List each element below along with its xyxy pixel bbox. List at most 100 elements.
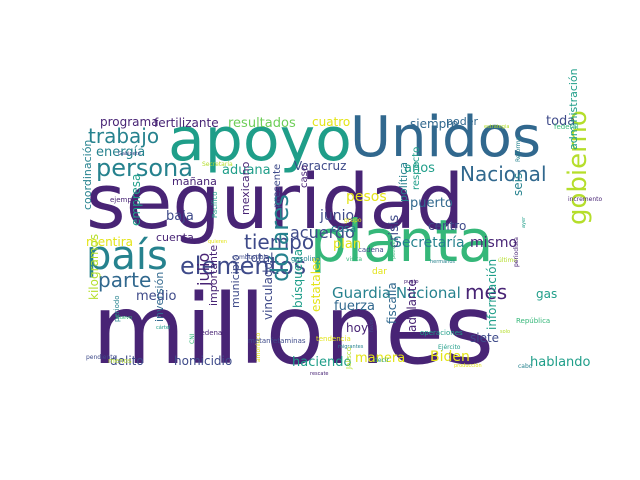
word-tiempo: tiempo (244, 230, 315, 254)
word-informacion: información (485, 258, 499, 330)
word-cuenta: cuenta (156, 231, 194, 244)
word-produccion: producción (454, 363, 482, 369)
word-favor: favor (369, 319, 375, 332)
word-dar: dar (372, 267, 387, 277)
word-metanfetaminas: metanfetaminas (248, 337, 306, 345)
word-gas: gas (536, 287, 558, 301)
word-homicidio: homicidio (174, 354, 233, 368)
word-caso: caso (299, 165, 310, 188)
word-mes: mes (465, 280, 508, 304)
word-ultimo: último (498, 257, 518, 264)
word-pendiente: pendiente (86, 354, 117, 361)
word-solo: solo (500, 329, 511, 335)
word-energia: energía (96, 145, 146, 160)
word-junio: junio (320, 208, 355, 224)
word-periodista: periodista (513, 237, 520, 267)
word-cosa: cosa (331, 222, 357, 235)
word-anos: años (404, 161, 435, 176)
word-resultados: resultados (228, 116, 296, 131)
word-trabajo: trabajo (88, 124, 160, 148)
word-cni: CNI (189, 333, 196, 344)
word-ejemplo: ejemplo (110, 196, 139, 204)
word-centro: centro (428, 219, 467, 233)
word-ejercito: Ejército (438, 344, 461, 351)
word-mexicano: mexicano (239, 161, 252, 215)
word-mentira: mentira (86, 235, 134, 249)
word-veracruz: Veracruz (294, 159, 347, 173)
word-gabinete: Gabinete (118, 151, 141, 157)
word-total: total (246, 251, 274, 265)
word-unidos: Unidos (350, 105, 542, 170)
word-gasolina: gasolina (291, 255, 321, 263)
word-federal: federal (554, 123, 579, 131)
word-estatales: estatales (309, 257, 323, 312)
word-migrantes: migrantes (338, 344, 364, 350)
word-elementos: elementos (180, 252, 307, 280)
word-persona: persona (96, 154, 193, 182)
word-rescate: rescate (310, 371, 329, 377)
word-aduana: aduana (222, 163, 271, 178)
word-secretaria: Secretaría (393, 235, 465, 251)
word-republica: República (516, 317, 551, 325)
word-haciendo: haciendo (292, 355, 352, 370)
word-toda: toda (546, 114, 576, 129)
word-fiscalia: fiscalía (385, 282, 399, 324)
word-importante: importante (207, 244, 220, 306)
word-visita: visita (346, 256, 363, 263)
word-presente: presente (272, 163, 283, 208)
word-nacional: Nacional (460, 162, 547, 186)
word-apoyo: apoyo (168, 105, 352, 175)
word-pesos: pesos (346, 189, 387, 205)
word-fertilizante: fertilizante (154, 116, 219, 130)
word-hermanos: hermanos (430, 259, 455, 265)
word-guardia-nacional: Guardia Nacional (332, 284, 461, 302)
word-manera: manera (355, 351, 406, 366)
word-adelante: adelante (405, 279, 419, 332)
word-incremento: incremento (568, 196, 603, 203)
word-manana: mañana (172, 175, 217, 188)
word-politica: política (397, 162, 410, 202)
word-estrategia: estrategia (484, 124, 510, 130)
word-vinculado: vinculado (261, 262, 275, 320)
word-cartel: cártel (156, 325, 171, 331)
word-baja: baja (166, 209, 194, 224)
word-combustible: combustible (232, 254, 269, 261)
word-operaciones: operaciones (420, 329, 463, 337)
word-programa: programa (100, 115, 159, 129)
word-ayer: ayer (521, 216, 527, 228)
word-pais: país (86, 233, 168, 279)
word-secretaria: Secretaría (202, 161, 233, 168)
word-kilogramos: kilogramos (87, 233, 101, 300)
word-seguridad: seguridad (86, 157, 465, 246)
word-grupo: grupo (344, 217, 362, 224)
word-menos: menos (108, 357, 132, 365)
word-cabo: cabo (518, 363, 533, 370)
word-millones: millones (92, 274, 495, 386)
word-parte: parte (98, 268, 152, 292)
word-municipio: municipio (229, 254, 242, 308)
word-siempre: siempre (410, 117, 459, 131)
word-hoy: hoy (346, 321, 369, 335)
word-mismo: mismo (470, 235, 518, 251)
word-pacifico: Pacífico (211, 191, 219, 218)
word-reforma: Reforma (515, 136, 522, 162)
word-acuerdo: acuerdo (290, 223, 355, 242)
word-planta: planta (310, 207, 494, 275)
word-cadena: cadena (358, 246, 384, 254)
word-siete: siete (470, 331, 500, 345)
word-petroleo: petróleo (391, 238, 397, 259)
word-coordinacion: coordinación (81, 139, 94, 210)
word-plan: plan (333, 237, 362, 252)
word-hablando: hablando (530, 355, 591, 370)
word-punto: punto (404, 279, 419, 285)
word-jalisco: Jalisco (345, 346, 353, 369)
word-respecto: respecto (411, 146, 422, 190)
word-fuerza: fuerza (334, 299, 375, 314)
word-puerto: puerto (410, 196, 453, 211)
word-biden: Biden (430, 349, 470, 365)
word-seis: seis (511, 172, 525, 196)
word-tendencia: tendencia (316, 335, 351, 343)
word-cuatro: cuatro (312, 115, 351, 129)
word-quieren: quieren (208, 239, 227, 245)
